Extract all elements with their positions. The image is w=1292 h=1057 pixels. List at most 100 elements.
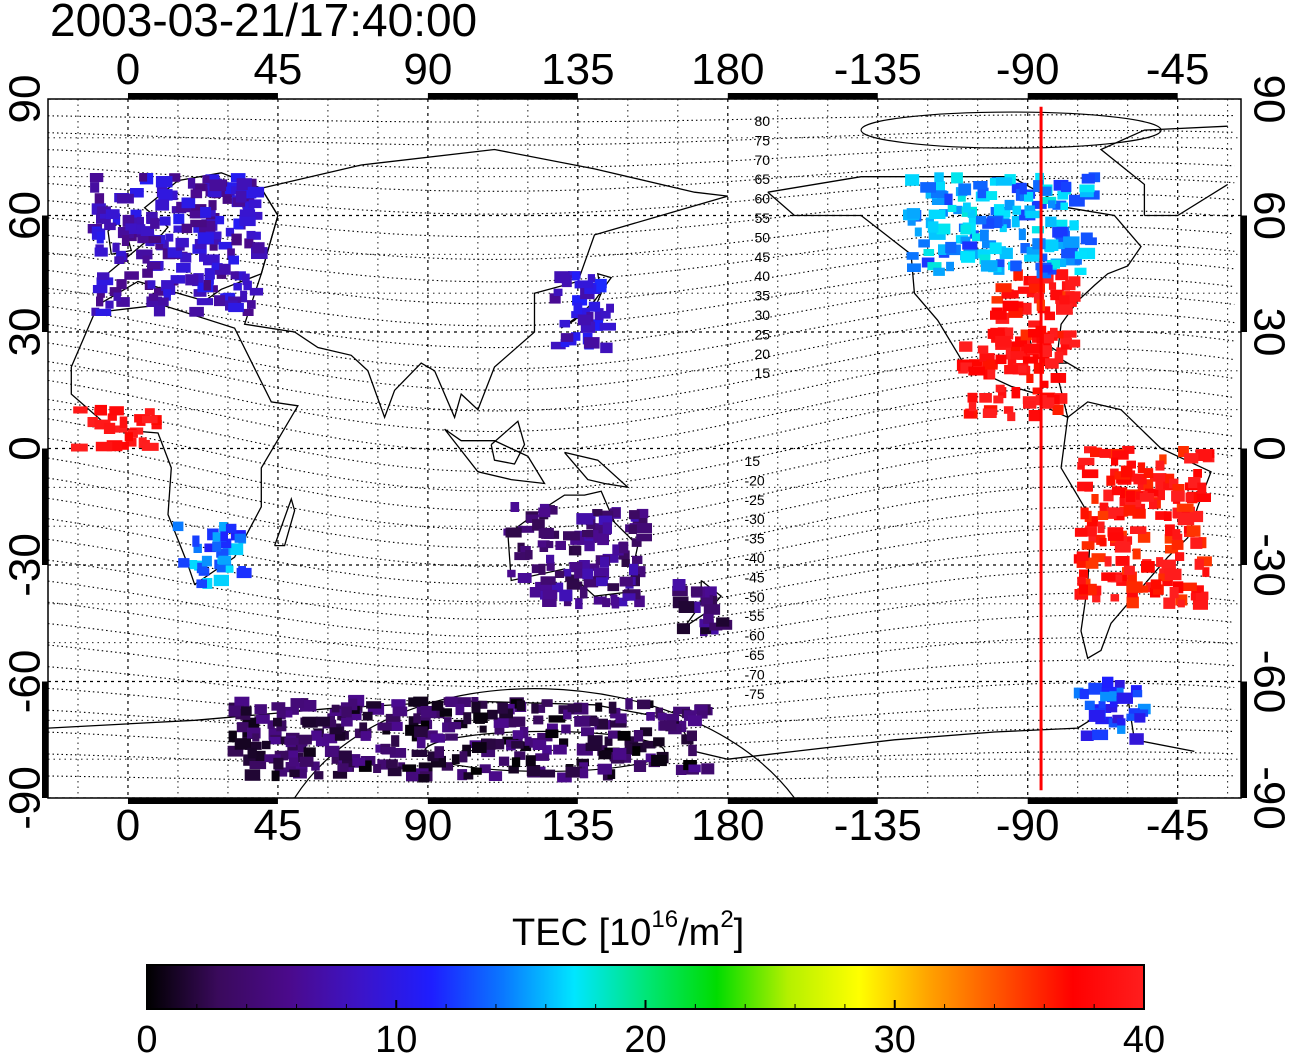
tec-cell (1164, 534, 1176, 544)
tec-cell (1159, 454, 1167, 465)
tec-cell (631, 574, 640, 587)
tec-cell (574, 716, 591, 727)
tec-cell (488, 771, 503, 781)
tec-cell (97, 272, 110, 280)
tec-cell (657, 712, 667, 721)
tec-cell (1161, 480, 1176, 491)
tec-cell (1026, 246, 1043, 259)
tec-cell (1039, 380, 1049, 388)
tec-cell (923, 249, 935, 256)
tec-cell (1038, 345, 1052, 357)
colorbar-tick-label: 30 (874, 1019, 916, 1057)
tec-cell (1139, 493, 1154, 502)
tec-cell (103, 422, 116, 434)
tec-cell (996, 259, 1005, 268)
frame-segment (1027, 798, 1178, 804)
tec-cell (387, 766, 402, 777)
tec-cell (602, 598, 610, 608)
tec-cell (1019, 183, 1027, 195)
tec-cell (269, 737, 281, 745)
tec-cell (1202, 567, 1210, 577)
tec-cell (340, 702, 350, 711)
tec-cell (130, 188, 144, 198)
tec-cell (1130, 526, 1147, 534)
tec-cell (1052, 200, 1067, 210)
tec-cell (139, 173, 148, 182)
tec-cell (514, 751, 526, 760)
tec-cell (532, 519, 545, 531)
tec-cell (170, 275, 186, 284)
tec-cell (1172, 507, 1184, 518)
tec-cell (299, 700, 317, 712)
tec-cell (1028, 320, 1041, 328)
tec-cell (980, 229, 989, 242)
tec-cell (1059, 295, 1070, 305)
tec-cell (583, 578, 599, 588)
tec-cell (1107, 532, 1124, 541)
tec-cell (636, 508, 649, 518)
tec-cell (990, 327, 1005, 340)
tec-cell (1054, 351, 1064, 363)
tec-cell (609, 508, 621, 517)
coast-borneo (490, 420, 526, 465)
tec-cell (989, 178, 998, 186)
tec-cell (207, 186, 222, 198)
tec-cell (1117, 718, 1126, 726)
tec-cell (1164, 568, 1182, 581)
tec-cell (244, 741, 262, 750)
tec-cell (116, 193, 134, 204)
tec-cell (405, 724, 422, 736)
tec-cell (703, 613, 714, 624)
tec-cell (999, 224, 1007, 233)
tec-cell (546, 541, 554, 549)
frame-segment (727, 798, 878, 804)
tec-cell (341, 717, 353, 727)
tec-cell (329, 727, 343, 735)
tec-cell (577, 536, 594, 545)
tec-cell (1097, 510, 1109, 520)
tec-cell (676, 623, 690, 635)
tec-cell (1110, 468, 1119, 477)
tec-cell (526, 765, 541, 777)
tec-cell (598, 515, 613, 525)
tec-cell (1126, 581, 1143, 593)
tec-cell (1112, 450, 1129, 460)
tec-cell (553, 744, 567, 755)
lon-tick-label-bottom: -135 (834, 801, 922, 850)
tec-cell (599, 322, 616, 331)
tec-cell (989, 242, 1002, 255)
tec-cell (596, 282, 607, 293)
magnetic-latitude-line (48, 614, 1235, 671)
tec-cell (965, 408, 974, 419)
tec-cell (957, 191, 966, 202)
tec-cell (558, 705, 576, 714)
magnetic-latitude-label: 20 (754, 346, 770, 362)
lat-tick-label-left: -30 (1, 533, 50, 597)
tec-cell (1081, 541, 1095, 550)
frame-segment (42, 681, 48, 798)
magnetic-latitude-label: 80 (754, 113, 770, 129)
tec-cell (986, 359, 998, 368)
magnetic-latitude-label: 30 (754, 307, 770, 323)
tec-cell (1195, 593, 1208, 601)
tec-cell (94, 419, 111, 430)
tec-cell (389, 748, 407, 758)
tec-cell (173, 225, 188, 233)
tec-cell (615, 713, 627, 724)
tec-cell (621, 559, 630, 567)
tec-cell (1004, 199, 1015, 211)
tec-cell (1037, 274, 1054, 284)
tec-cell (251, 231, 261, 240)
tec-cell (539, 769, 556, 778)
tec-cell (973, 181, 988, 190)
tec-cell (1056, 303, 1073, 315)
tec-cell (1032, 387, 1041, 395)
tec-cell (228, 730, 237, 743)
lat-tick-label-right: 90 (1244, 75, 1292, 124)
tec-cell (218, 555, 232, 565)
tec-cell (600, 342, 613, 354)
tec-cell (709, 622, 723, 631)
tec-cell (137, 216, 144, 225)
tec-cell (907, 263, 921, 272)
tec-cell (271, 770, 280, 782)
